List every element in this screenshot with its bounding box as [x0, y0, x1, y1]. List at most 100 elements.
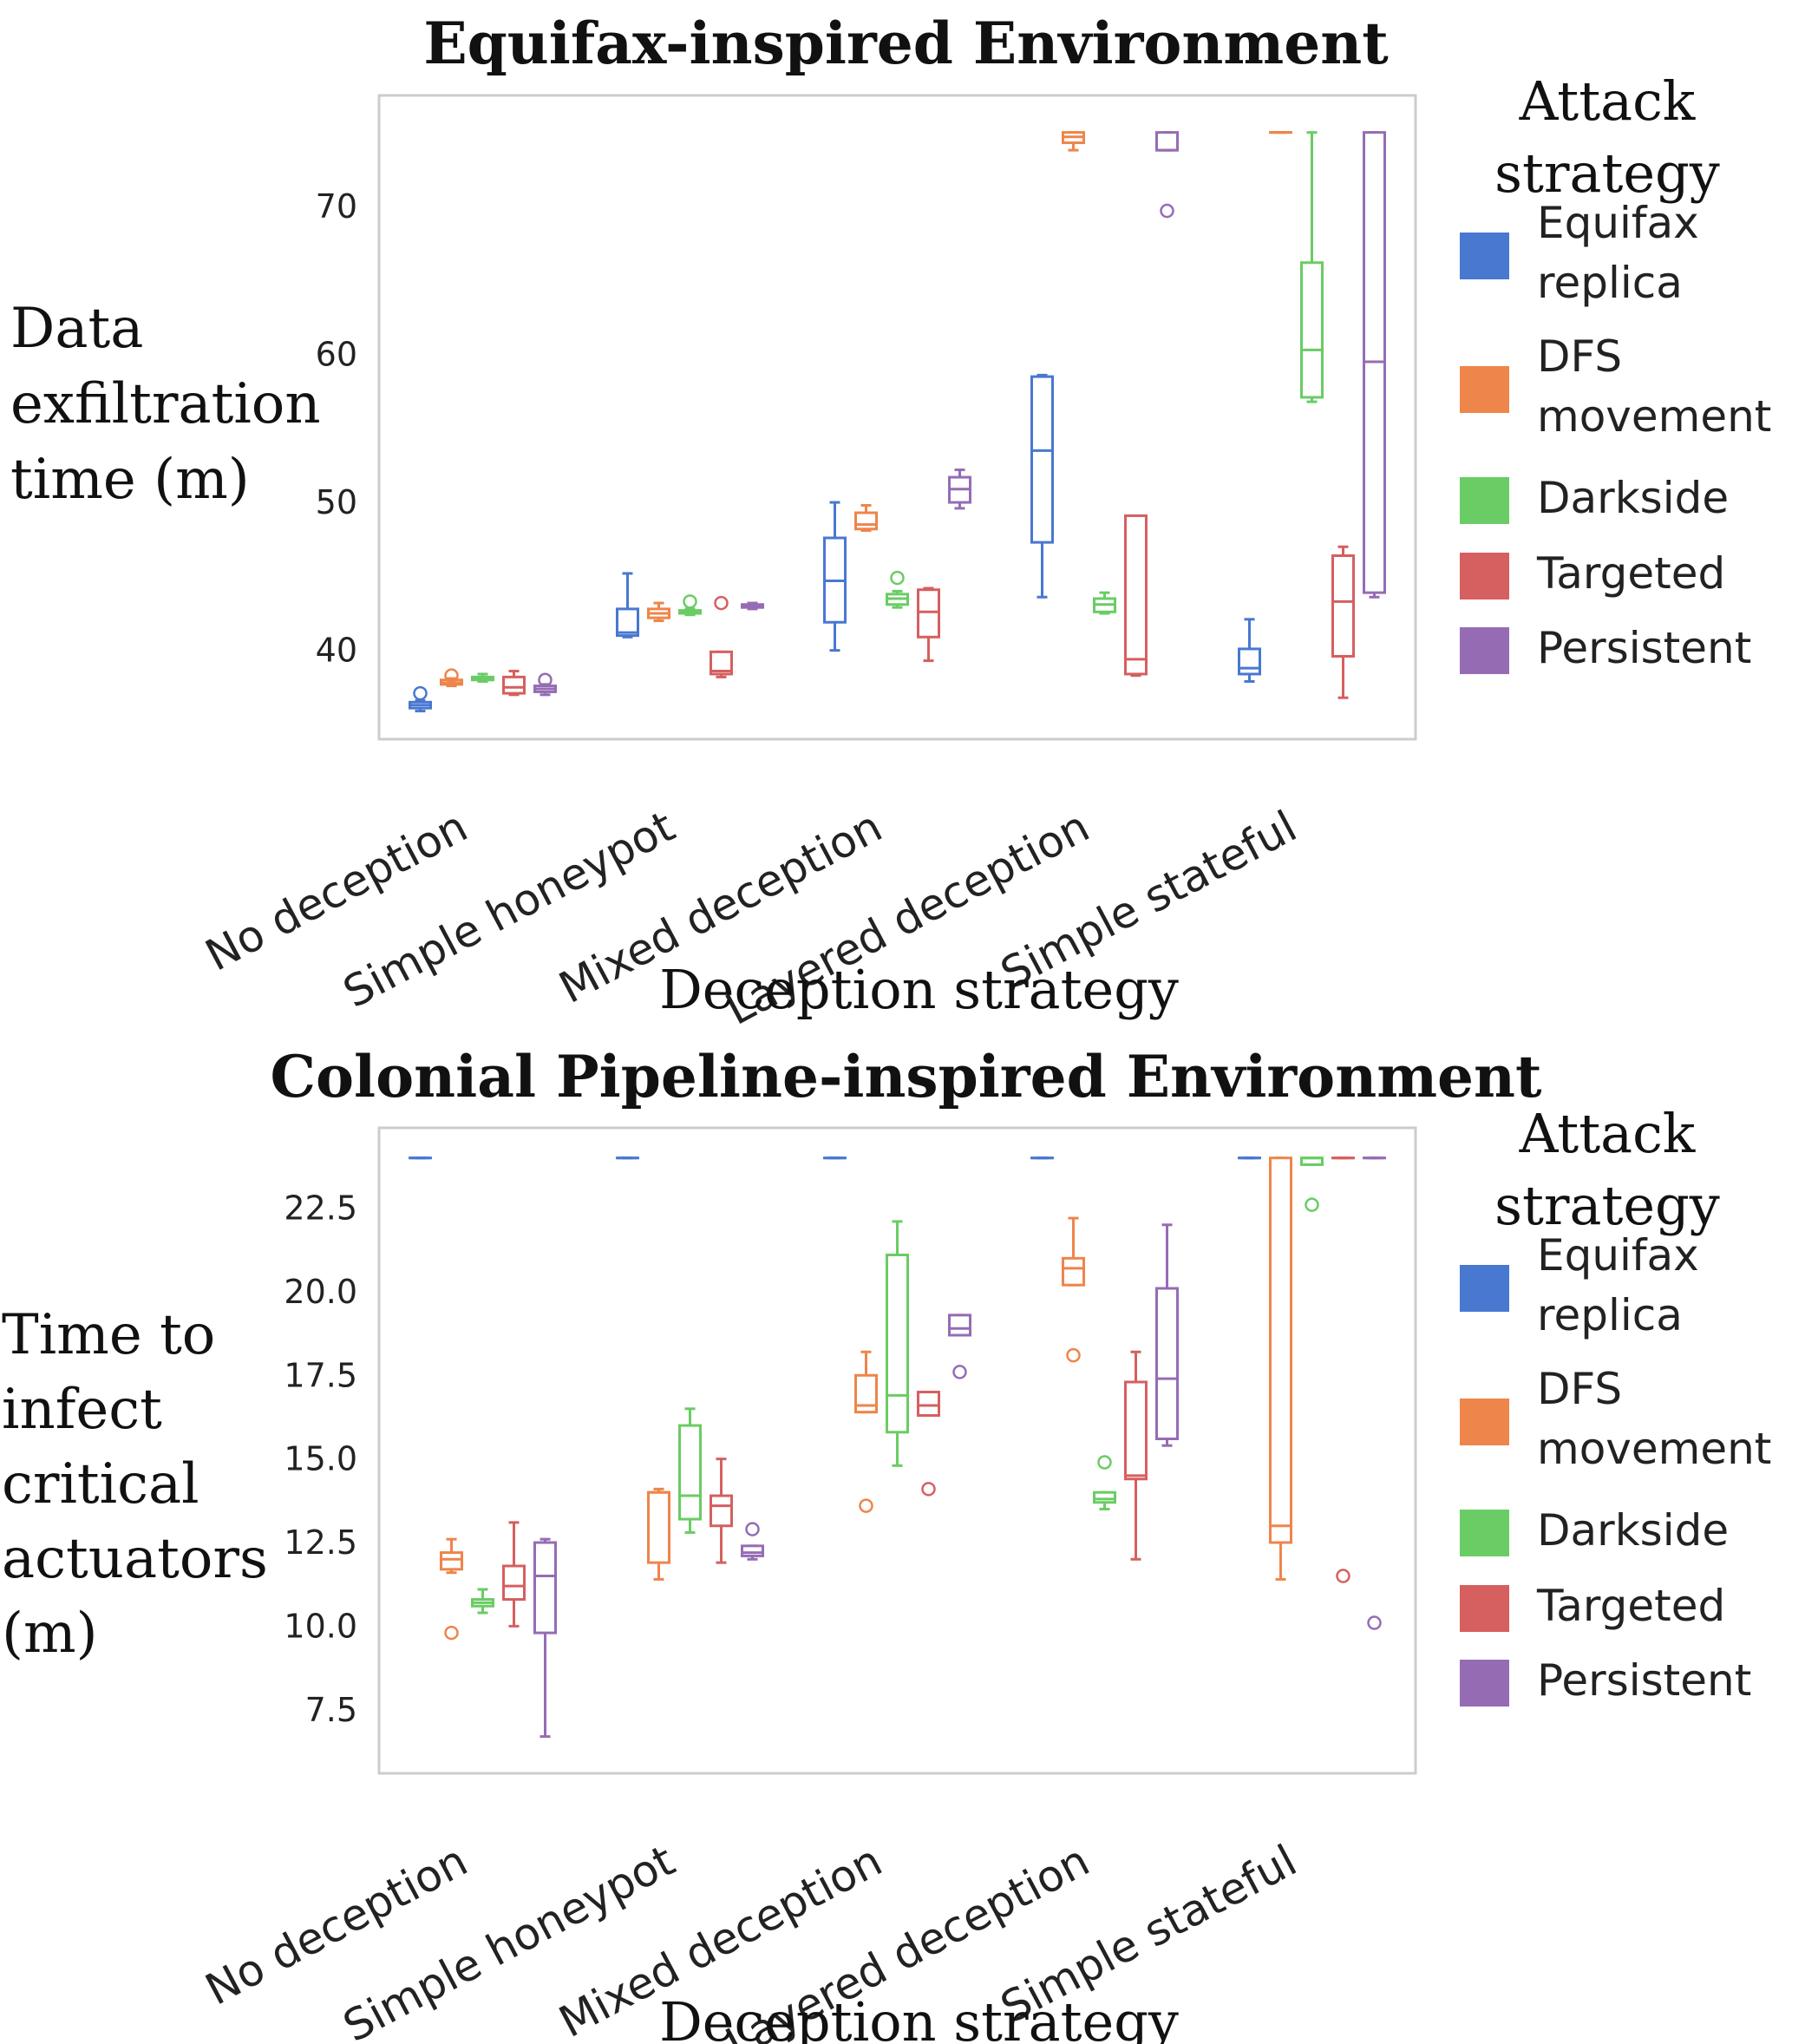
iqr-box — [1300, 261, 1324, 399]
y-tick-label: 12.5 — [284, 1523, 357, 1562]
box-persistent-layered-deception — [1155, 1223, 1179, 1447]
outlier-point — [413, 685, 428, 701]
outlier-point — [444, 668, 459, 683]
legend-swatch — [1460, 627, 1509, 674]
box-darkside-mixed-deception — [886, 1220, 909, 1467]
x-tick-label: Simple honeypot — [336, 801, 683, 1018]
legend-swatch — [1460, 553, 1509, 599]
legend-item-dfs-movement: DFS movement — [1460, 1364, 1771, 1474]
y-tick-label: 17.5 — [284, 1356, 357, 1394]
y-tick-label: 7.5 — [305, 1691, 357, 1729]
legend: AttackstrategyEquifaxreplicaDFSmovementD… — [1460, 1102, 1771, 1707]
legend-item-dfs-movement: DFS movement — [1460, 331, 1771, 442]
iqr-box — [741, 1544, 764, 1557]
legend-label: Darkside — [1537, 473, 1729, 523]
box-dfs-movement-mixed-deception — [854, 1350, 878, 1513]
y-axis-label: exfiltration — [10, 372, 321, 436]
y-axis-label: actuators — [2, 1527, 268, 1591]
legend: AttackstrategyEquifaxreplicaDFSmovementD… — [1460, 69, 1771, 674]
box-dfs-movement-mixed-deception — [854, 503, 878, 532]
iqr-box — [502, 1564, 526, 1602]
box-targeted-mixed-deception — [917, 586, 940, 663]
chart-title: Colonial Pipeline-inspired Environment — [271, 1043, 1543, 1110]
box-darkside-mixed-deception — [886, 570, 909, 609]
legend-label: Persistent — [1537, 623, 1751, 673]
outlier-point — [1367, 1615, 1382, 1630]
outlier-point — [1160, 203, 1174, 219]
y-tick-label: 20.0 — [284, 1273, 357, 1311]
box-targeted-simple-honeypot — [710, 1458, 733, 1564]
iqr-box — [1269, 1156, 1292, 1544]
iqr-box — [1124, 514, 1148, 676]
outlier-point — [1305, 1197, 1319, 1212]
legend-swatch — [1460, 233, 1509, 279]
legend-item-equifax-replica: Equifax replica — [1460, 198, 1699, 308]
box-targeted-simple-stateful — [1331, 1156, 1355, 1583]
chart-title: Equifax-inspired Environment — [423, 10, 1389, 77]
box-persistent-no-deception — [533, 1537, 557, 1739]
plot-frame — [377, 94, 1417, 741]
box-darkside-simple-stateful — [1300, 1156, 1324, 1212]
legend-title: Attack — [1519, 1102, 1696, 1165]
iqr-box — [710, 1494, 733, 1528]
box-dfs-movement-simple-honeypot — [647, 601, 670, 623]
box-targeted-layered-deception — [1124, 1350, 1148, 1561]
iqr-box — [1155, 131, 1179, 152]
outlier-point — [714, 595, 729, 611]
box-persistent-no-deception — [533, 672, 557, 697]
legend-swatch — [1460, 1510, 1509, 1556]
legend-swatch — [1460, 1399, 1509, 1445]
chart-2: Colonial Pipeline-inspired Environment 7.… — [2, 1043, 1771, 2044]
iqr-box — [502, 675, 526, 695]
legend-item-darkside: Darkside — [1460, 1505, 1729, 1556]
iqr-box — [1124, 1380, 1148, 1481]
box-targeted-layered-deception — [1124, 514, 1148, 678]
outlier-point — [952, 1365, 967, 1379]
iqr-box — [678, 1424, 702, 1521]
y-axis-label: Time to — [2, 1303, 215, 1367]
box-targeted-simple-honeypot — [710, 595, 733, 678]
box-persistent-layered-deception — [1155, 131, 1179, 219]
iqr-box — [1030, 375, 1054, 544]
legend-item-targeted: Targeted — [1460, 548, 1725, 599]
legend-swatch — [1460, 477, 1509, 524]
box-darkside-simple-honeypot — [678, 1407, 702, 1534]
y-tick-label: 15.0 — [284, 1440, 357, 1478]
box-persistent-mixed-deception — [948, 1314, 971, 1379]
legend-swatch — [1460, 366, 1509, 413]
box-darkside-layered-deception — [1093, 591, 1116, 615]
iqr-box — [917, 588, 940, 639]
iqr-box — [948, 1314, 971, 1337]
legend-item-equifax-replica: Equifax replica — [1460, 1230, 1699, 1340]
y-axis-label: critical — [2, 1452, 199, 1517]
box-darkside-simple-honeypot — [678, 594, 702, 617]
iqr-box — [616, 607, 639, 638]
iqr-box — [1062, 1256, 1085, 1287]
box-targeted-no-deception — [502, 670, 526, 697]
legend-label: movement — [1537, 391, 1771, 442]
outlier-point — [745, 1522, 760, 1536]
y-axis-label: time (m) — [10, 448, 250, 512]
box-equifax-replica-mixed-deception — [823, 501, 847, 652]
outlier-point — [444, 1625, 459, 1641]
legend-swatch — [1460, 1660, 1509, 1707]
y-tick-label: 10.0 — [284, 1607, 357, 1645]
x-axis-label: Deception strategy — [659, 1990, 1179, 2044]
outlier-point — [538, 672, 553, 688]
outlier-point — [859, 1498, 873, 1513]
box-equifax-replica-no-deception — [409, 685, 432, 713]
chart-1: Equifax-inspired Environment 40 50 60 70 Data… — [10, 10, 1771, 1035]
iqr-box — [1093, 1490, 1116, 1504]
y-tick-label: 40 — [316, 632, 357, 670]
y-tick-label: 60 — [316, 336, 357, 374]
box-targeted-mixed-deception — [917, 1391, 940, 1497]
legend-label: Equifax — [1537, 1230, 1699, 1281]
iqr-box — [854, 511, 878, 531]
box-dfs-movement-simple-stateful — [1269, 1156, 1292, 1581]
y-axis-label: (m) — [2, 1602, 98, 1666]
box-persistent-mixed-deception — [948, 468, 971, 510]
outlier-point — [890, 570, 905, 586]
box-targeted-no-deception — [502, 1521, 526, 1628]
legend-label: replica — [1537, 1290, 1683, 1340]
x-axis-label: Deception strategy — [659, 958, 1179, 1021]
